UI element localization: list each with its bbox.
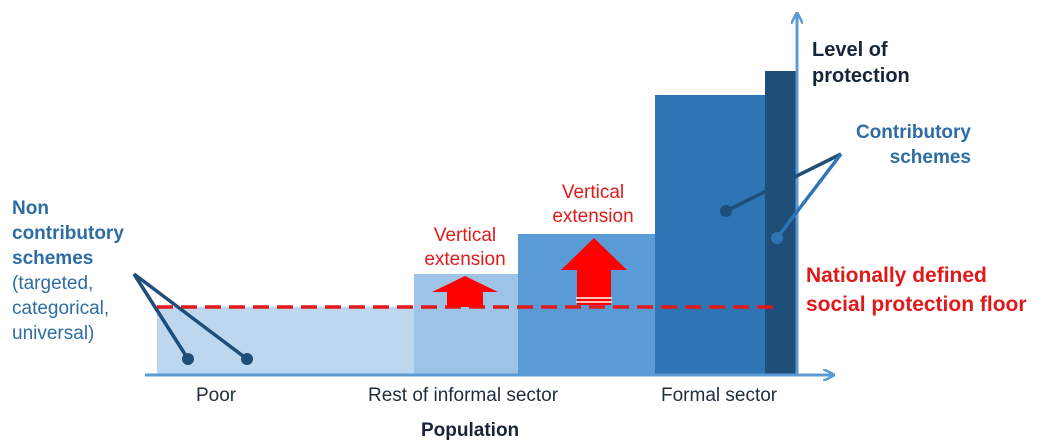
pointer-line-contrib-2 bbox=[775, 152, 843, 240]
category-label-informal: Rest of informal sector bbox=[368, 385, 559, 406]
floor-label: Nationally defined social protection flo… bbox=[806, 261, 1027, 319]
annotation-line: categorical, bbox=[12, 298, 110, 319]
pointer-dot bbox=[241, 353, 253, 365]
bar-formal bbox=[655, 95, 765, 375]
non-contributory-detail: (targeted, categorical, universal) bbox=[12, 271, 109, 346]
vertical-extension-label-2: Vertical extension bbox=[540, 181, 646, 229]
annotation-line: Nationally defined bbox=[806, 264, 987, 287]
pointer-dot bbox=[720, 205, 732, 217]
contributory-label: Contributory schemes bbox=[838, 120, 971, 170]
vertical-extension-arrow-large bbox=[561, 238, 627, 305]
annotation-line: schemes bbox=[12, 248, 94, 269]
pointer-dot bbox=[182, 353, 194, 365]
vertical-extension-arrow-small bbox=[432, 276, 498, 307]
bar-formal-top bbox=[765, 71, 797, 375]
annotation-line: (targeted, bbox=[12, 273, 94, 294]
annotation-line: universal) bbox=[12, 323, 95, 344]
y-axis-label: Level of protection bbox=[812, 37, 910, 89]
non-contributory-title: Non contributory schemes bbox=[12, 196, 124, 271]
category-label-poor: Poor bbox=[196, 385, 237, 406]
annotation-line: Contributory bbox=[855, 122, 971, 143]
y-axis-label-line: protection bbox=[812, 65, 910, 87]
annotation-line: Non bbox=[12, 198, 49, 219]
pointer-line-noncontrib-2 bbox=[132, 272, 249, 361]
y-axis-label-line: Level of bbox=[812, 39, 888, 61]
annotation-line: social protection floor bbox=[806, 293, 1027, 316]
pointer-dot bbox=[771, 232, 783, 244]
annotation-line: contributory bbox=[12, 223, 124, 244]
x-axis-label: Population bbox=[421, 420, 520, 441]
annotation-line: extension bbox=[424, 249, 506, 270]
vertical-extension-label-1: Vertical extension bbox=[414, 224, 516, 272]
annotation-line: extension bbox=[552, 206, 634, 227]
annotation-line: schemes bbox=[889, 147, 971, 168]
category-label-formal: Formal sector bbox=[661, 385, 778, 406]
pointer-line-contrib-1 bbox=[725, 152, 842, 213]
annotation-line: Vertical bbox=[433, 225, 497, 246]
pointer-line-noncontrib-1 bbox=[132, 273, 190, 360]
annotation-line: Vertical bbox=[561, 182, 625, 203]
bar-poor bbox=[157, 307, 414, 375]
